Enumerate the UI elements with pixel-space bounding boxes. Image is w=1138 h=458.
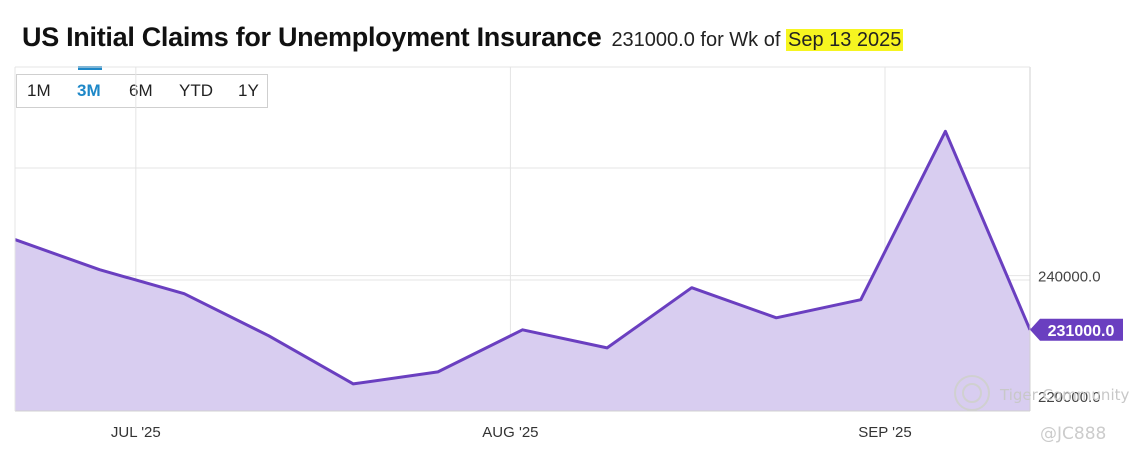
x-tick-label: AUG '25 [482,424,538,441]
range-button-3m[interactable]: 3M [77,81,101,100]
chart-header: US Initial Claims for Unemployment Insur… [22,22,904,53]
watermark-handle: @JC888 [1040,424,1107,444]
active-range-indicator [78,66,102,70]
watermark-community: Tiger Community [1000,386,1130,404]
y-tick-label: 240000.0 [1038,269,1101,286]
range-button-ytd[interactable]: YTD [179,81,213,100]
area-fill [15,131,1030,412]
chart-title: US Initial Claims for Unemployment Insur… [22,22,602,52]
last-value-label: 231000.0 [1048,323,1115,340]
x-axis-labels: JUL '25 AUG '25 SEP '25 [111,424,912,441]
last-value-marker: 231000.0 [1030,318,1123,341]
latest-value-text: 231000.0 for Wk of Sep 13 2025 [611,29,904,51]
x-tick-label: JUL '25 [111,424,161,441]
range-button-1m[interactable]: 1M [27,81,51,100]
range-selector: 1M 3M 6M YTD 1Y [16,74,268,108]
y-axis-labels: 220000.0 240000.0 [1038,269,1101,406]
range-button-1y[interactable]: 1Y [238,81,259,100]
latest-date-highlight: Sep 13 2025 [785,29,904,51]
x-tick-label: SEP '25 [858,424,911,441]
y-tick-label: 220000.0 [1038,389,1101,406]
last-value-tag [1030,318,1123,341]
plot-frame [14,66,1031,412]
tiger-logo-icon [954,375,990,411]
latest-value-label: 231000.0 for Wk of [611,29,786,51]
series-line [14,129,1032,386]
range-button-6m[interactable]: 6M [129,81,153,100]
